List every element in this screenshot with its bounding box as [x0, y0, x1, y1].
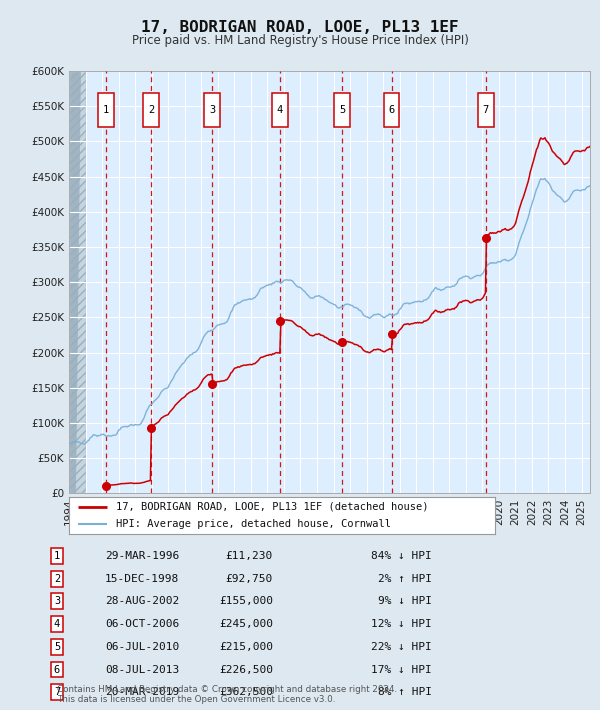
Text: £92,750: £92,750 — [226, 574, 273, 584]
FancyBboxPatch shape — [334, 93, 350, 126]
Text: 9% ↓ HPI: 9% ↓ HPI — [378, 596, 432, 606]
Text: 4: 4 — [54, 619, 60, 629]
Text: 12% ↓ HPI: 12% ↓ HPI — [371, 619, 432, 629]
Text: HPI: Average price, detached house, Cornwall: HPI: Average price, detached house, Corn… — [116, 519, 391, 530]
FancyBboxPatch shape — [98, 93, 114, 126]
Text: 2: 2 — [148, 104, 154, 115]
Text: £362,500: £362,500 — [219, 687, 273, 697]
Text: £215,000: £215,000 — [219, 642, 273, 652]
Text: 84% ↓ HPI: 84% ↓ HPI — [371, 551, 432, 561]
Text: 5: 5 — [339, 104, 345, 115]
Text: 29-MAR-1996: 29-MAR-1996 — [105, 551, 179, 561]
Text: 7: 7 — [482, 104, 489, 115]
Text: 6: 6 — [388, 104, 395, 115]
Text: 20-MAR-2019: 20-MAR-2019 — [105, 687, 179, 697]
Text: 8% ↑ HPI: 8% ↑ HPI — [378, 687, 432, 697]
Text: 28-AUG-2002: 28-AUG-2002 — [105, 596, 179, 606]
Text: 3: 3 — [54, 596, 60, 606]
Text: 4: 4 — [277, 104, 283, 115]
Text: 22% ↓ HPI: 22% ↓ HPI — [371, 642, 432, 652]
Text: 17, BODRIGAN ROAD, LOOE, PL13 1EF (detached house): 17, BODRIGAN ROAD, LOOE, PL13 1EF (detac… — [116, 501, 428, 512]
FancyBboxPatch shape — [204, 93, 220, 126]
Text: 3: 3 — [209, 104, 215, 115]
FancyBboxPatch shape — [272, 93, 288, 126]
Text: 5: 5 — [54, 642, 60, 652]
Text: £226,500: £226,500 — [219, 665, 273, 674]
Text: 1: 1 — [103, 104, 109, 115]
FancyBboxPatch shape — [478, 93, 494, 126]
Text: Price paid vs. HM Land Registry's House Price Index (HPI): Price paid vs. HM Land Registry's House … — [131, 34, 469, 47]
Text: Contains HM Land Registry data © Crown copyright and database right 2024.
This d: Contains HM Land Registry data © Crown c… — [57, 685, 397, 704]
FancyBboxPatch shape — [143, 93, 159, 126]
Text: 08-JUL-2013: 08-JUL-2013 — [105, 665, 179, 674]
Text: 6: 6 — [54, 665, 60, 674]
Text: £155,000: £155,000 — [219, 596, 273, 606]
FancyBboxPatch shape — [384, 93, 400, 126]
Text: 15-DEC-1998: 15-DEC-1998 — [105, 574, 179, 584]
Text: 2: 2 — [54, 574, 60, 584]
Text: 06-JUL-2010: 06-JUL-2010 — [105, 642, 179, 652]
Text: 17, BODRIGAN ROAD, LOOE, PL13 1EF: 17, BODRIGAN ROAD, LOOE, PL13 1EF — [141, 20, 459, 35]
Text: 2% ↑ HPI: 2% ↑ HPI — [378, 574, 432, 584]
Text: 1: 1 — [54, 551, 60, 561]
Text: 7: 7 — [54, 687, 60, 697]
Text: 17% ↓ HPI: 17% ↓ HPI — [371, 665, 432, 674]
Text: £11,230: £11,230 — [226, 551, 273, 561]
Text: 06-OCT-2006: 06-OCT-2006 — [105, 619, 179, 629]
Text: £245,000: £245,000 — [219, 619, 273, 629]
